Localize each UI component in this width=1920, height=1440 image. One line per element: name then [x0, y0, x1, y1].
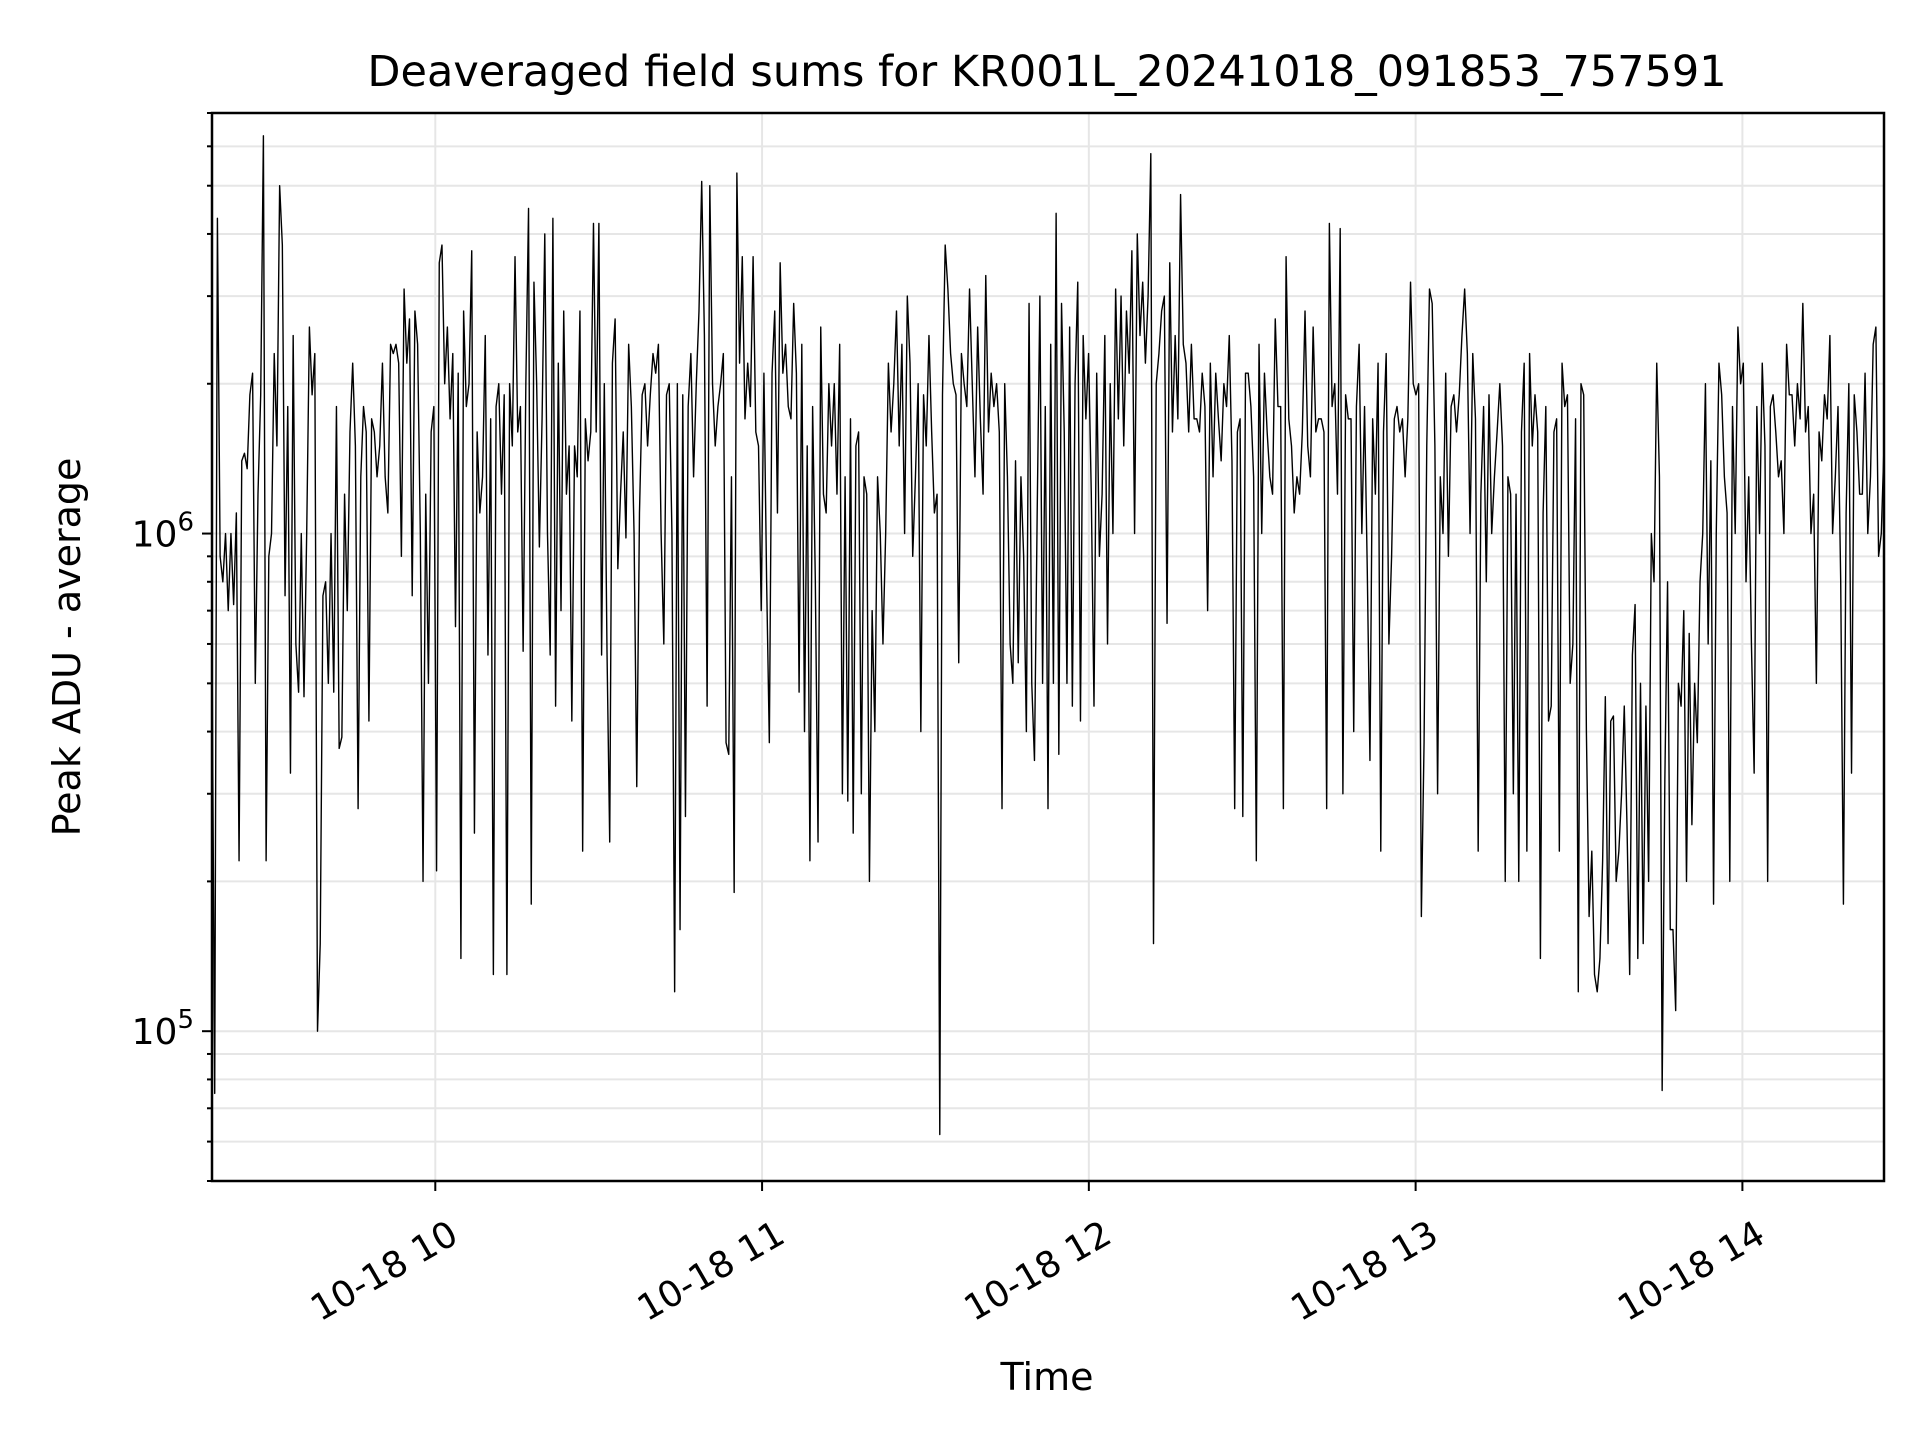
y-tick-exponent: 6 — [177, 508, 194, 538]
y-axis-label: Peak ADU - average — [45, 458, 89, 837]
y-tick-base: 10 — [132, 1012, 178, 1053]
major-ticks — [202, 532, 1744, 1191]
y-tick-label: 105 — [132, 1005, 194, 1053]
series-line — [211, 135, 1885, 1136]
y-tick-exponent: 5 — [177, 1005, 194, 1035]
y-tick-base: 10 — [132, 515, 178, 556]
chart-title: Deaveraged field sums for KR001L_2024101… — [367, 47, 1726, 97]
plot-frame — [210, 111, 1886, 1183]
y-tick-label: 106 — [132, 508, 194, 556]
x-axis-label: Time — [1000, 1355, 1094, 1399]
series-layer — [211, 135, 1885, 1136]
